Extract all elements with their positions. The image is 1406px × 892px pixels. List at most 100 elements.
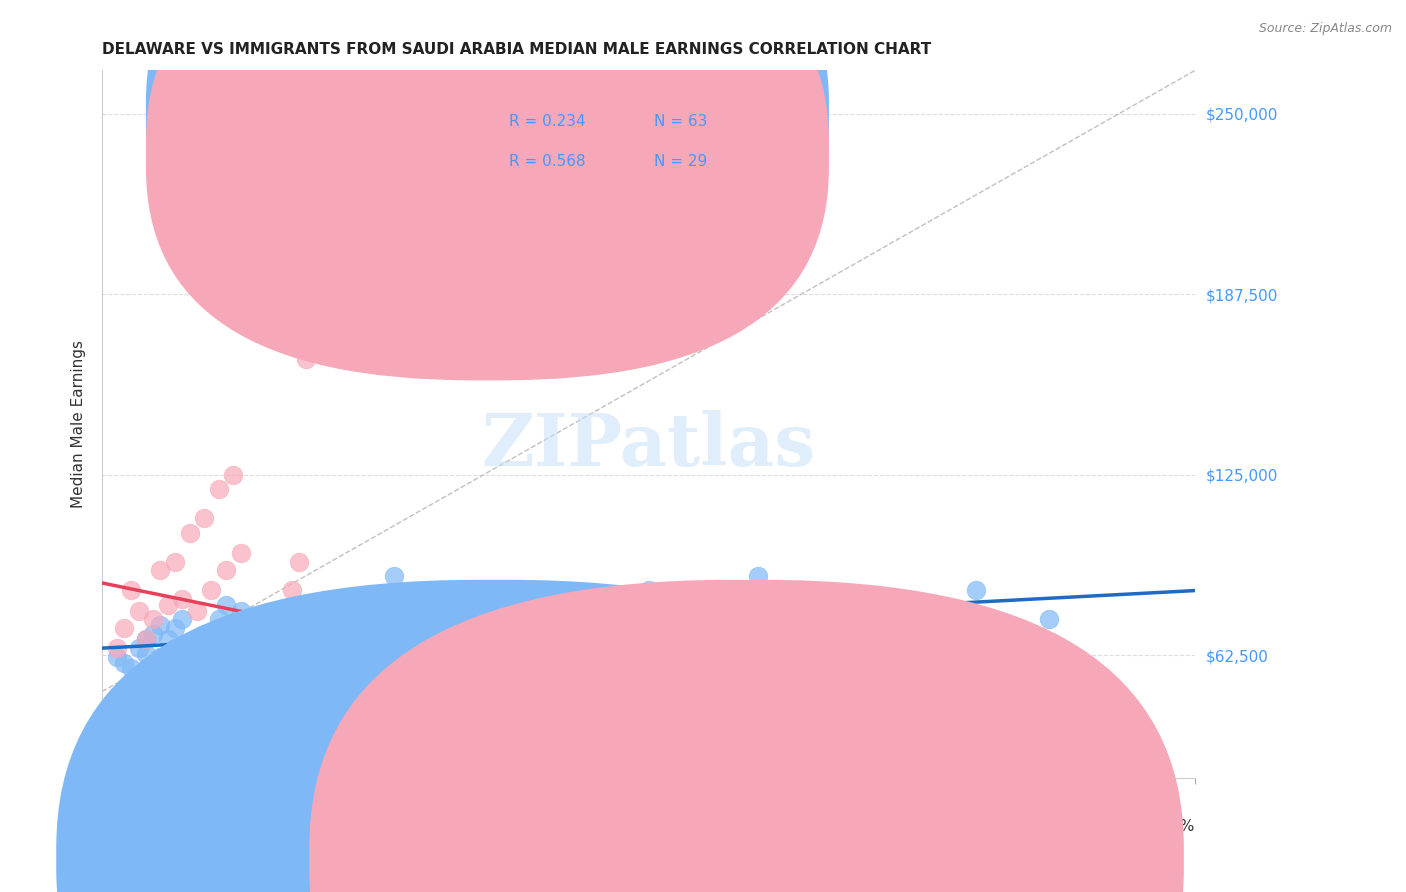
Point: [149, 563, 172, 577]
Point: [222, 621, 245, 635]
Point: [165, 554, 187, 568]
Point: [273, 737, 295, 751]
Point: [215, 598, 238, 612]
Point: [165, 641, 187, 656]
Point: [156, 656, 179, 670]
Text: Immigrants from Saudi Arabia: Immigrants from Saudi Arabia: [766, 852, 997, 866]
Point: [273, 612, 295, 626]
Text: 15.0%: 15.0%: [1147, 819, 1195, 834]
Point: [193, 626, 215, 640]
Text: N = 63: N = 63: [654, 114, 707, 129]
Point: [193, 511, 215, 525]
Text: 0.0%: 0.0%: [103, 819, 141, 834]
Point: [252, 641, 274, 656]
Point: [309, 626, 332, 640]
Point: [156, 632, 179, 647]
Point: [273, 641, 295, 656]
Text: ZIPatlas: ZIPatlas: [482, 410, 815, 481]
Point: [222, 467, 245, 482]
Point: [288, 621, 311, 635]
Point: [783, 604, 806, 618]
Point: [259, 698, 281, 713]
Point: [710, 598, 733, 612]
Point: [105, 641, 128, 656]
Point: [112, 621, 135, 635]
Point: [360, 621, 382, 635]
Point: [893, 598, 915, 612]
Point: [135, 632, 157, 647]
Text: R = 0.234: R = 0.234: [509, 114, 585, 129]
Point: [112, 656, 135, 670]
Text: R = 0.568: R = 0.568: [509, 154, 585, 169]
Point: [186, 647, 208, 661]
Point: [229, 546, 252, 560]
Point: [135, 647, 157, 661]
Point: [200, 632, 222, 647]
Point: [142, 626, 165, 640]
Point: [200, 583, 222, 598]
Point: [236, 690, 259, 705]
Y-axis label: Median Male Earnings: Median Male Earnings: [72, 340, 86, 508]
Point: [820, 626, 842, 640]
Text: DELAWARE VS IMMIGRANTS FROM SAUDI ARABIA MEDIAN MALE EARNINGS CORRELATION CHART: DELAWARE VS IMMIGRANTS FROM SAUDI ARABIA…: [103, 42, 931, 57]
Point: [149, 649, 172, 664]
Point: [288, 554, 311, 568]
Text: Source: ZipAtlas.com: Source: ZipAtlas.com: [1258, 22, 1392, 36]
Point: [492, 612, 515, 626]
Point: [128, 641, 150, 656]
Point: [295, 661, 318, 675]
Point: [616, 621, 638, 635]
FancyBboxPatch shape: [146, 0, 830, 380]
Point: [550, 649, 572, 664]
Point: [346, 670, 368, 684]
Point: [165, 621, 187, 635]
Point: [529, 641, 551, 656]
Point: [179, 641, 201, 656]
Point: [245, 707, 267, 722]
Point: [325, 641, 347, 656]
Point: [382, 569, 405, 583]
Point: [208, 612, 231, 626]
Point: [149, 618, 172, 632]
FancyBboxPatch shape: [451, 103, 824, 187]
Point: [470, 649, 492, 664]
Point: [142, 612, 165, 626]
Point: [280, 632, 302, 647]
Point: [266, 719, 288, 733]
Text: Delaware: Delaware: [513, 852, 585, 866]
Point: [135, 632, 157, 647]
Point: [325, 719, 347, 733]
Point: [120, 583, 142, 598]
Point: [245, 626, 267, 640]
Point: [280, 583, 302, 598]
Point: [419, 626, 441, 640]
Point: [332, 632, 354, 647]
Point: [222, 632, 245, 647]
Point: [229, 604, 252, 618]
Point: [637, 583, 659, 598]
Point: [128, 604, 150, 618]
Point: [586, 592, 609, 607]
Point: [186, 604, 208, 618]
Point: [236, 621, 259, 635]
FancyBboxPatch shape: [146, 0, 830, 341]
Point: [156, 598, 179, 612]
Point: [309, 684, 332, 698]
Point: [172, 592, 194, 607]
Point: [747, 569, 769, 583]
Point: [128, 670, 150, 684]
Point: [513, 632, 536, 647]
Text: N = 29: N = 29: [654, 154, 707, 169]
Point: [1038, 612, 1060, 626]
Point: [295, 352, 318, 367]
Point: [966, 583, 988, 598]
Point: [456, 621, 478, 635]
Point: [252, 670, 274, 684]
Point: [673, 612, 696, 626]
Point: [440, 661, 463, 675]
Point: [172, 612, 194, 626]
Point: [215, 563, 238, 577]
Point: [142, 665, 165, 679]
Point: [565, 598, 588, 612]
Point: [266, 626, 288, 640]
